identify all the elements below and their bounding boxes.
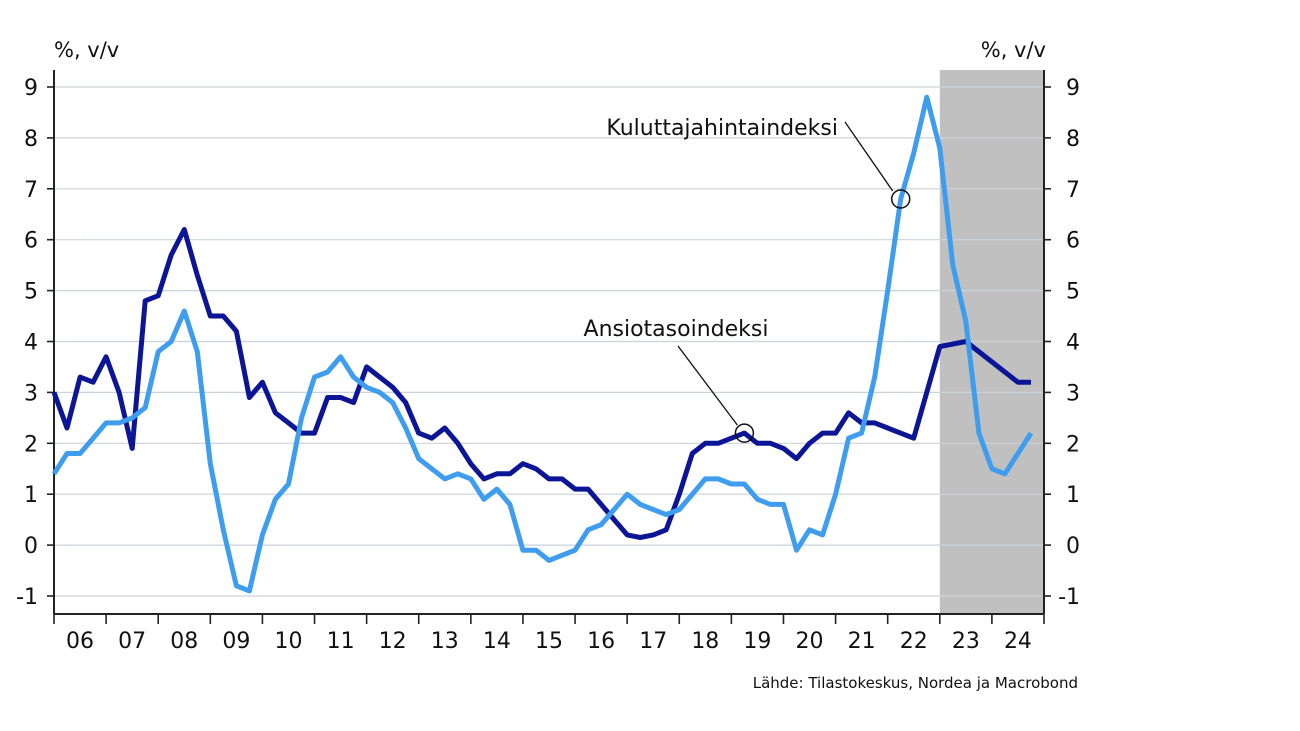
y-tick-label-right: -1 <box>1058 585 1080 610</box>
y-tick-label-left: -1 <box>16 585 38 610</box>
x-tick-label: 07 <box>118 629 146 654</box>
right-axis-unit-label: %, v/v <box>981 38 1046 62</box>
annotation-label: Ansiotasoindeksi <box>584 317 769 342</box>
annotation-leader <box>844 121 894 192</box>
x-tick-label: 17 <box>639 629 667 654</box>
y-tick-label-right: 7 <box>1066 178 1080 203</box>
y-tick-label-right: 8 <box>1066 127 1080 152</box>
series-line-ansiotasoindeksi <box>51 227 1031 540</box>
y-tick-label-left: 4 <box>24 331 38 356</box>
x-tick-label: 24 <box>1004 629 1032 654</box>
x-tick-label: 22 <box>900 629 928 654</box>
x-tick-label: 18 <box>691 629 719 654</box>
x-tick-label: 11 <box>327 629 355 654</box>
y-tick-label-left: 7 <box>24 178 38 203</box>
x-tick-label: 20 <box>796 629 824 654</box>
y-tick-label-right: 1 <box>1066 483 1080 508</box>
y-tick-label-left: 6 <box>24 229 38 254</box>
y-tick-label-right: 9 <box>1066 76 1080 101</box>
y-tick-label-right: 2 <box>1066 432 1080 457</box>
y-tick-label-right: 3 <box>1066 381 1080 406</box>
left-axis-unit-label: %, v/v <box>54 38 119 62</box>
y-tick-label-right: 0 <box>1066 534 1080 559</box>
source-note: Lähde: Tilastokeskus, Nordea ja Macrobon… <box>753 674 1078 692</box>
y-tick-label-left: 9 <box>24 76 38 101</box>
y-tick-label-left: 5 <box>24 280 38 305</box>
annotation-marker <box>734 423 755 443</box>
y-tick-label-right: 5 <box>1066 280 1080 305</box>
x-tick-label: 06 <box>66 629 94 654</box>
x-tick-label: 12 <box>379 629 407 654</box>
x-tick-label: 16 <box>587 629 615 654</box>
y-tick-label-left: 1 <box>24 483 38 508</box>
x-tick-label: 19 <box>743 629 771 654</box>
x-tick-label: 09 <box>222 629 250 654</box>
x-tick-label: 23 <box>952 629 980 654</box>
y-tick-label-left: 0 <box>24 534 38 559</box>
x-tick-label: 15 <box>535 629 563 654</box>
series-line-kuluttajahintaindeksi <box>51 94 1034 594</box>
x-tick-label: 13 <box>431 629 459 654</box>
y-tick-label-left: 3 <box>24 381 38 406</box>
x-tick-label: 21 <box>848 629 876 654</box>
y-tick-label-left: 8 <box>24 127 38 152</box>
x-tick-label: 14 <box>483 629 511 654</box>
annotation-marker <box>890 189 911 209</box>
annotation-label: Kuluttajahintaindeksi <box>606 116 838 141</box>
y-tick-label-right: 4 <box>1066 331 1080 356</box>
y-tick-label-right: 6 <box>1066 229 1080 254</box>
y-tick-label-left: 2 <box>24 432 38 457</box>
x-tick-label: 10 <box>274 629 302 654</box>
x-tick-label: 08 <box>170 629 198 654</box>
annotation-leader <box>677 345 738 426</box>
